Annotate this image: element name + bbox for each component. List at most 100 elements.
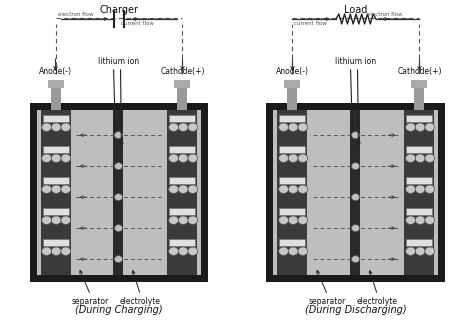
Ellipse shape — [188, 247, 198, 255]
Bar — [280, 239, 306, 246]
Bar — [414, 80, 425, 110]
Ellipse shape — [178, 216, 188, 224]
Text: Anode(-): Anode(-) — [39, 67, 72, 76]
Bar — [277, 110, 308, 275]
Bar — [407, 177, 432, 184]
Ellipse shape — [61, 123, 71, 131]
Ellipse shape — [42, 185, 52, 193]
Text: electron flow: electron flow — [367, 12, 403, 17]
Bar — [280, 208, 306, 215]
Ellipse shape — [51, 154, 61, 162]
Ellipse shape — [425, 123, 435, 131]
Ellipse shape — [42, 123, 52, 131]
Ellipse shape — [352, 255, 359, 263]
Bar — [43, 177, 69, 184]
Ellipse shape — [279, 216, 289, 224]
Ellipse shape — [298, 247, 308, 255]
Ellipse shape — [415, 216, 425, 224]
Ellipse shape — [415, 123, 425, 131]
Ellipse shape — [425, 185, 435, 193]
Bar — [43, 146, 69, 153]
Bar — [280, 177, 306, 184]
Text: Charger: Charger — [100, 5, 138, 15]
Bar — [170, 208, 195, 215]
Ellipse shape — [115, 132, 122, 139]
Ellipse shape — [279, 154, 289, 162]
Bar — [170, 115, 195, 122]
Ellipse shape — [178, 247, 188, 255]
Ellipse shape — [288, 154, 298, 162]
Bar — [288, 80, 298, 110]
Ellipse shape — [169, 154, 179, 162]
Text: electrolyte: electrolyte — [357, 297, 398, 306]
Ellipse shape — [169, 247, 179, 255]
Ellipse shape — [178, 185, 188, 193]
Text: lithium ion: lithium ion — [98, 57, 139, 66]
Bar — [36, 110, 201, 275]
Text: (During Discharging): (During Discharging) — [305, 305, 406, 315]
Ellipse shape — [169, 185, 179, 193]
Ellipse shape — [288, 185, 298, 193]
Text: current flow: current flow — [294, 21, 328, 26]
Ellipse shape — [298, 154, 308, 162]
Bar — [350, 110, 361, 275]
Ellipse shape — [298, 185, 308, 193]
Bar — [280, 146, 306, 153]
Ellipse shape — [115, 163, 122, 170]
Ellipse shape — [415, 154, 425, 162]
Ellipse shape — [178, 123, 188, 131]
Ellipse shape — [115, 194, 122, 201]
Text: lithium ion: lithium ion — [335, 57, 376, 66]
Text: Cathode(+): Cathode(+) — [397, 67, 442, 76]
Ellipse shape — [169, 216, 179, 224]
Ellipse shape — [279, 247, 289, 255]
Ellipse shape — [51, 247, 61, 255]
Ellipse shape — [406, 247, 416, 255]
Ellipse shape — [288, 123, 298, 131]
Bar — [170, 146, 195, 153]
Ellipse shape — [178, 154, 188, 162]
Bar — [280, 115, 306, 122]
Text: separator: separator — [309, 297, 346, 306]
Ellipse shape — [61, 185, 71, 193]
Ellipse shape — [188, 123, 198, 131]
Ellipse shape — [61, 247, 71, 255]
Bar — [40, 110, 71, 275]
Ellipse shape — [406, 123, 416, 131]
Ellipse shape — [425, 216, 435, 224]
Ellipse shape — [415, 247, 425, 255]
Ellipse shape — [61, 216, 71, 224]
Text: Load: Load — [344, 5, 368, 15]
Text: (During Charging): (During Charging) — [75, 305, 162, 315]
Bar — [51, 80, 61, 110]
Ellipse shape — [42, 216, 52, 224]
Ellipse shape — [425, 154, 435, 162]
Ellipse shape — [352, 194, 359, 201]
Bar — [43, 208, 69, 215]
Ellipse shape — [188, 185, 198, 193]
Ellipse shape — [115, 225, 122, 232]
Ellipse shape — [288, 247, 298, 255]
Bar — [177, 80, 188, 110]
Ellipse shape — [51, 216, 61, 224]
Bar — [43, 115, 69, 122]
Ellipse shape — [298, 123, 308, 131]
Bar — [411, 80, 428, 88]
Bar — [29, 103, 209, 282]
Ellipse shape — [169, 123, 179, 131]
Bar — [407, 239, 432, 246]
Ellipse shape — [352, 163, 359, 170]
Ellipse shape — [115, 255, 122, 263]
Ellipse shape — [352, 225, 359, 232]
Bar — [167, 110, 198, 275]
Bar — [113, 110, 124, 275]
Ellipse shape — [415, 185, 425, 193]
Bar — [407, 115, 432, 122]
Ellipse shape — [288, 216, 298, 224]
Bar — [284, 80, 301, 88]
Ellipse shape — [188, 154, 198, 162]
Ellipse shape — [406, 216, 416, 224]
Ellipse shape — [406, 154, 416, 162]
Bar — [273, 110, 438, 275]
Ellipse shape — [352, 132, 359, 139]
